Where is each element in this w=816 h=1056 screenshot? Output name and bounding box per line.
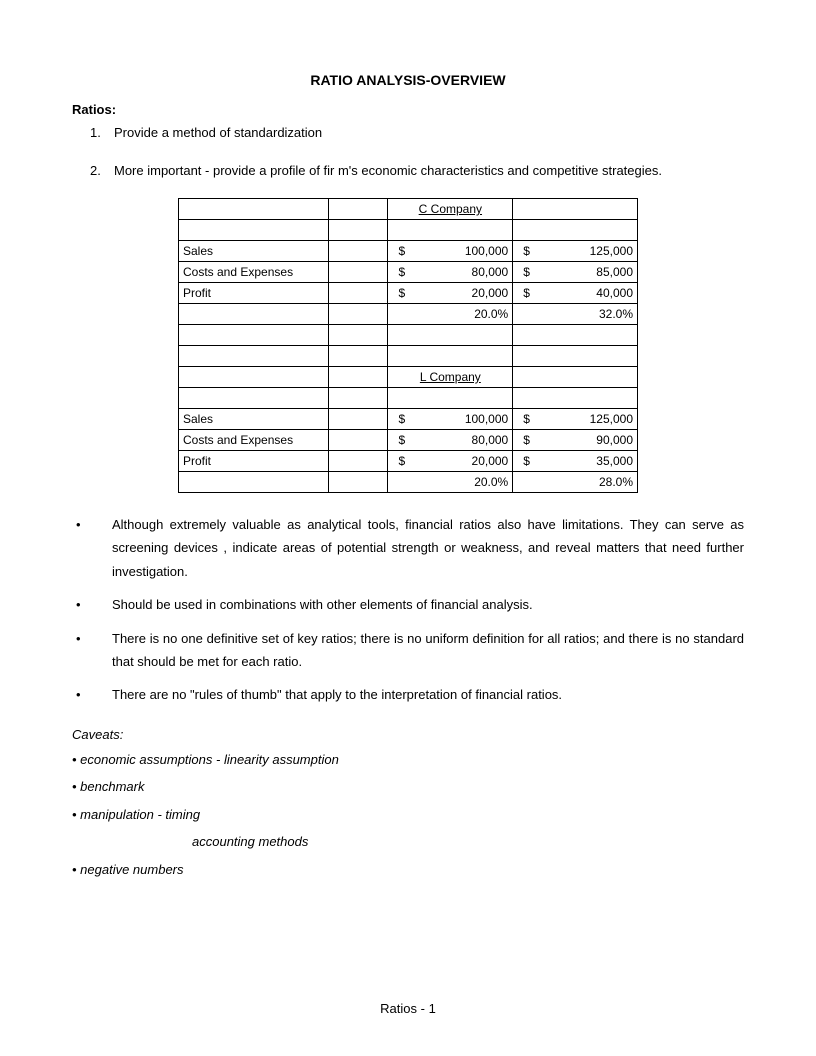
list-item: • economic assumptions - linearity assum… (72, 750, 744, 770)
table-row: Profit $20,000 $35,000 (179, 451, 638, 472)
cell-value: 20.0% (388, 472, 513, 493)
table-row: Sales $100,000 $125,000 (179, 409, 638, 430)
table-row: Profit $20,000 $40,000 (179, 283, 638, 304)
numbered-list: 1. Provide a method of standardization 2… (90, 123, 744, 180)
cell-value: 80,000 (472, 433, 509, 447)
list-item: accounting methods (192, 832, 744, 852)
list-item: • negative numbers (72, 860, 744, 880)
bullet-icon: • (72, 683, 112, 706)
item-number: 2. (90, 161, 114, 181)
caveats-label: Caveats: (72, 727, 744, 742)
row-label: Sales (179, 241, 329, 262)
list-item: • There is no one definitive set of key … (72, 627, 744, 674)
row-label: Profit (179, 283, 329, 304)
l-company-header: L Company (388, 367, 513, 388)
cell-value: 28.0% (513, 472, 638, 493)
c-company-header: C Company (388, 199, 513, 220)
cell-value: 20.0% (388, 304, 513, 325)
list-item: 2. More important - provide a profile of… (90, 161, 744, 181)
cell-value: 100,000 (465, 412, 508, 426)
cell-value: 35,000 (596, 454, 633, 468)
cell-value: 80,000 (472, 265, 509, 279)
row-label: Profit (179, 451, 329, 472)
cell-value: 32.0% (513, 304, 638, 325)
item-text: Provide a method of standardization (114, 123, 322, 143)
item-text: There is no one definitive set of key ra… (112, 627, 744, 674)
row-label: Costs and Expenses (179, 262, 329, 283)
list-item: • There are no "rules of thumb" that app… (72, 683, 744, 706)
table-row: 20.0% 28.0% (179, 472, 638, 493)
cell-value: 125,000 (590, 244, 633, 258)
row-label: Sales (179, 409, 329, 430)
bullet-icon: • (72, 593, 112, 616)
list-item: • benchmark (72, 777, 744, 797)
page-footer: Ratios - 1 (0, 1001, 816, 1016)
list-item: 1. Provide a method of standardization (90, 123, 744, 143)
caveats-list: • economic assumptions - linearity assum… (72, 750, 744, 880)
table-row: Sales $100,000 $125,000 (179, 241, 638, 262)
page-title: RATIO ANALYSIS-OVERVIEW (72, 72, 744, 88)
list-item: • manipulation - timing (72, 805, 744, 825)
ratios-label: Ratios: (72, 102, 744, 117)
item-text: There are no "rules of thumb" that apply… (112, 683, 744, 706)
bullet-icon: • (72, 513, 112, 583)
row-label: Costs and Expenses (179, 430, 329, 451)
comparison-table: C Company Sales $100,000 $125,000 Costs … (178, 198, 638, 493)
cell-value: 20,000 (472, 454, 509, 468)
bullet-list: • Although extremely valuable as analyti… (72, 513, 744, 707)
item-text: Should be used in combinations with othe… (112, 593, 744, 616)
comparison-table-wrap: C Company Sales $100,000 $125,000 Costs … (72, 198, 744, 493)
table-row: Costs and Expenses $80,000 $90,000 (179, 430, 638, 451)
cell-value: 20,000 (472, 286, 509, 300)
list-item: • Should be used in combinations with ot… (72, 593, 744, 616)
table-row: 20.0% 32.0% (179, 304, 638, 325)
list-item: • Although extremely valuable as analyti… (72, 513, 744, 583)
table-row: Costs and Expenses $80,000 $85,000 (179, 262, 638, 283)
cell-value: 125,000 (590, 412, 633, 426)
item-text: More important - provide a profile of fi… (114, 161, 662, 181)
item-number: 1. (90, 123, 114, 143)
cell-value: 85,000 (596, 265, 633, 279)
item-text: Although extremely valuable as analytica… (112, 513, 744, 583)
cell-value: 40,000 (596, 286, 633, 300)
bullet-icon: • (72, 627, 112, 674)
cell-value: 100,000 (465, 244, 508, 258)
cell-value: 90,000 (596, 433, 633, 447)
